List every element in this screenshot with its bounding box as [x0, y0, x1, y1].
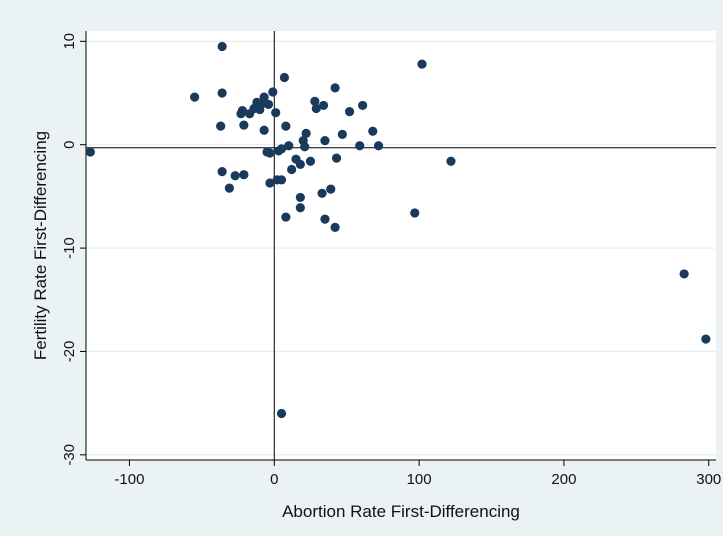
data-point [216, 121, 226, 131]
data-point [446, 156, 456, 166]
data-point [317, 188, 327, 198]
data-point [330, 222, 340, 233]
data-point [417, 59, 427, 69]
y-axis-title: Fertility Rate First-Differencing [31, 131, 50, 360]
x-tick-label: 0 [270, 471, 278, 488]
data-point [239, 120, 249, 130]
data-point [279, 72, 290, 83]
y-tick-label: 0 [61, 141, 78, 149]
data-point [281, 212, 291, 222]
data-point [310, 96, 320, 106]
data-point [256, 99, 266, 109]
data-point [230, 171, 240, 181]
data-point [373, 141, 384, 151]
data-point [265, 178, 275, 188]
data-point [259, 125, 269, 135]
data-point [287, 164, 297, 175]
data-point [268, 87, 278, 97]
data-point [190, 92, 200, 102]
data-point [284, 141, 294, 151]
y-tick-label: -10 [61, 237, 78, 259]
data-point [237, 105, 248, 116]
data-point [295, 203, 305, 213]
data-point [276, 175, 287, 185]
axes [85, 31, 716, 461]
data-point [217, 166, 227, 177]
data-point [265, 148, 275, 158]
data-point [358, 100, 368, 111]
data-point [217, 41, 227, 52]
data-point [217, 88, 227, 98]
data-point [679, 269, 689, 279]
data-point [259, 92, 269, 102]
y-tick-label: -20 [61, 341, 78, 363]
x-tick-label: 200 [551, 471, 576, 488]
data-point [305, 156, 316, 166]
data-point [337, 129, 347, 139]
data-point [224, 183, 234, 193]
data-point [85, 147, 95, 157]
grid-lines [86, 40, 716, 456]
data-point [300, 142, 310, 152]
data-point [276, 144, 287, 154]
data-point [271, 108, 281, 118]
data-point [281, 121, 291, 131]
data-point [330, 83, 340, 93]
data-point [326, 184, 336, 194]
data-point [276, 408, 287, 419]
y-tick-label: 10 [61, 33, 78, 50]
data-point [295, 159, 305, 169]
data-points [85, 41, 711, 419]
data-point [355, 141, 365, 151]
data-point [320, 214, 330, 224]
y-axis-ticks: 10 0 -10 -20 -30 [61, 33, 86, 466]
data-point [701, 334, 711, 344]
data-point [368, 126, 378, 136]
plot-area [86, 31, 716, 460]
data-point [320, 135, 330, 146]
reference-lines [86, 31, 716, 460]
x-tick-label: 100 [407, 471, 432, 488]
y-tick-label: -30 [61, 444, 78, 466]
x-tick-label: 300 [696, 471, 721, 488]
data-point [295, 192, 305, 203]
x-axis-ticks: -100 0 100 200 300 [114, 460, 721, 488]
data-point [410, 208, 420, 218]
data-point [239, 170, 249, 180]
data-point [263, 99, 274, 109]
data-point [318, 100, 329, 111]
data-point [311, 103, 321, 114]
data-point [331, 153, 342, 163]
x-tick-label: -100 [114, 471, 144, 488]
data-point [344, 107, 355, 117]
data-point [301, 128, 311, 138]
x-axis-title: Abortion Rate First-Differencing [282, 502, 520, 521]
